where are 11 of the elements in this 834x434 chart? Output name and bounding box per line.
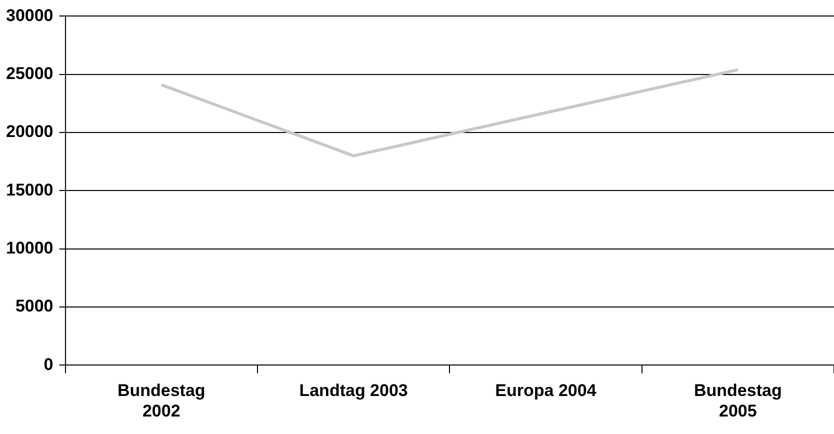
x-tick-label: Bundestag 2002 (117, 381, 206, 420)
x-tick-label: Landtag 2003 (299, 381, 408, 400)
x-tick-label: Europa 2004 (495, 381, 597, 400)
y-tick-label: 30000 (6, 6, 54, 25)
y-tick-label: 25000 (6, 64, 54, 84)
y-tick-label: 15000 (6, 180, 54, 200)
y-tick-label: 5000 (15, 296, 54, 316)
y-tick-label: 20000 (6, 122, 54, 142)
y-tick-label: 0 (44, 354, 54, 374)
y-tick-label: 10000 (6, 238, 54, 258)
x-tick-label: Bundestag 2005 (694, 381, 782, 420)
